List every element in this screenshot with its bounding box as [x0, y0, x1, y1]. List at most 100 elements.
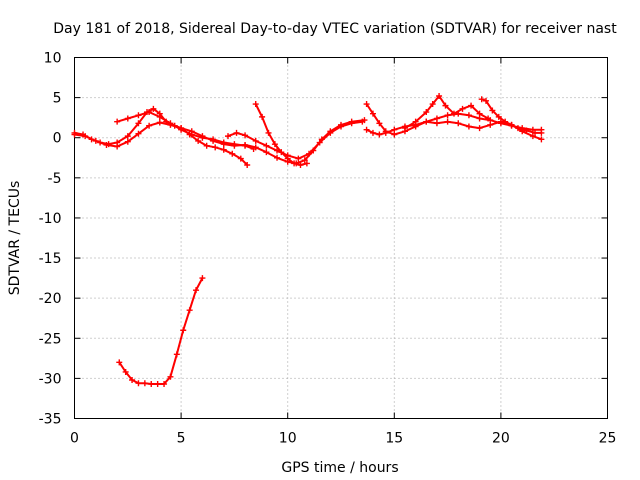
data-point — [146, 109, 153, 116]
data-point — [391, 131, 398, 138]
data-point — [188, 131, 195, 138]
data-point — [150, 105, 157, 112]
data-point — [156, 119, 163, 126]
data-point — [274, 154, 281, 161]
data-point — [186, 307, 193, 314]
data-point — [193, 287, 200, 294]
data-point — [141, 380, 148, 387]
data-point — [237, 155, 244, 162]
x-tick-label: 20 — [492, 431, 510, 447]
data-point — [167, 373, 174, 380]
data-point — [129, 376, 136, 383]
data-point — [233, 129, 240, 136]
data-point — [252, 101, 259, 108]
data-point — [135, 130, 142, 137]
data-point — [161, 381, 168, 388]
series-line — [480, 98, 543, 134]
data-point — [401, 125, 408, 132]
data-point — [82, 133, 89, 140]
data-point — [291, 160, 298, 167]
data-point — [146, 122, 153, 129]
data-point — [487, 121, 494, 128]
axis-ticks — [74, 57, 608, 419]
data-point — [502, 118, 509, 125]
data-point — [538, 129, 545, 136]
y-axis-label: SDTVAR / TECUs — [7, 181, 23, 296]
gridlines — [74, 57, 608, 419]
data-point — [514, 125, 521, 132]
y-tick-label: -20 — [39, 291, 62, 307]
data-point — [423, 109, 430, 116]
series-arc-9 — [478, 96, 545, 136]
series-arc-5 — [252, 101, 310, 168]
data-point — [225, 133, 232, 140]
data-point — [220, 139, 227, 146]
data-point — [508, 121, 515, 128]
data-point — [369, 110, 376, 117]
data-point — [444, 112, 451, 119]
data-point — [376, 120, 383, 127]
data-point — [242, 142, 249, 149]
series-group — [71, 93, 545, 388]
data-point — [429, 101, 436, 108]
data-point — [180, 327, 187, 334]
data-point — [376, 131, 383, 138]
data-point — [363, 101, 370, 108]
data-point — [476, 125, 483, 132]
data-point — [244, 161, 251, 168]
data-point — [210, 136, 217, 143]
data-point — [124, 133, 131, 140]
y-tick-label: 0 — [53, 131, 62, 147]
y-tick-label: -30 — [39, 371, 62, 387]
data-point — [297, 161, 304, 168]
data-point — [465, 112, 472, 119]
data-point — [167, 120, 174, 127]
data-point — [538, 136, 545, 143]
y-tick-label: -10 — [39, 211, 62, 227]
data-point — [363, 126, 370, 133]
tick-labels: 0 5 10 15 20 25 10 5 0 -5 -10 -15 -20 -25 -30 -35 — [39, 51, 617, 447]
data-point — [71, 131, 78, 138]
data-point — [485, 115, 492, 122]
x-tick-label: 15 — [385, 431, 403, 447]
data-point — [242, 132, 249, 139]
data-point — [295, 155, 302, 162]
x-tick-label: 25 — [599, 431, 617, 447]
data-point — [348, 120, 355, 127]
data-point — [135, 112, 142, 119]
data-point — [154, 381, 161, 388]
x-tick-label: 0 — [70, 431, 79, 447]
data-point — [468, 102, 475, 109]
data-point — [135, 380, 142, 387]
data-point — [229, 150, 236, 157]
plot-frame — [74, 57, 608, 419]
data-point — [199, 275, 206, 282]
series-arc-4 — [225, 118, 366, 162]
data-point — [382, 128, 389, 135]
data-point — [92, 137, 99, 144]
data-point — [423, 118, 430, 125]
y-tick-label: 5 — [53, 91, 62, 107]
data-point — [203, 142, 210, 149]
data-point — [195, 137, 202, 144]
chart-title: Day 181 of 2018, Sidereal Day-to-day VTE… — [53, 21, 617, 37]
data-point — [523, 127, 530, 134]
x-axis-label: GPS time / hours — [281, 460, 398, 476]
data-point — [450, 110, 457, 117]
data-point — [271, 141, 278, 148]
y-tick-label: -15 — [39, 251, 62, 267]
data-point — [124, 115, 131, 122]
data-point — [478, 96, 485, 103]
y-tick-label: -35 — [39, 412, 62, 428]
data-point — [489, 107, 496, 114]
data-point — [116, 359, 123, 366]
data-point — [455, 120, 462, 127]
data-point — [495, 113, 502, 120]
data-point — [252, 137, 259, 144]
data-point — [156, 113, 163, 120]
series-arc-8 — [401, 93, 492, 132]
y-tick-label: -25 — [39, 331, 62, 347]
data-point — [103, 141, 110, 148]
data-point — [412, 118, 419, 125]
